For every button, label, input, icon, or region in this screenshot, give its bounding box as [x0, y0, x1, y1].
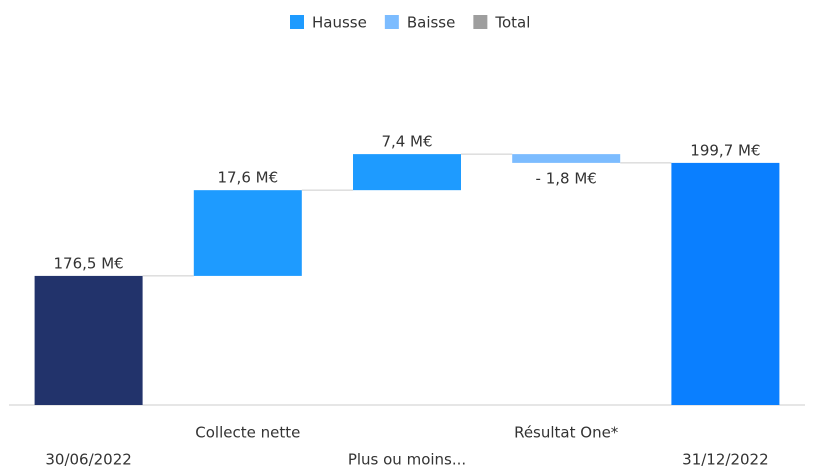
x-tick-label: 30/06/2022: [45, 451, 131, 468]
value-label: - 1,8 M€: [536, 169, 597, 187]
legend-label: Hausse: [312, 14, 367, 32]
bar: [671, 162, 780, 405]
x-tick-label: Plus ou moins...: [348, 451, 466, 468]
value-label: 7,4 M€: [381, 133, 432, 151]
value-label: 199,7 M€: [690, 141, 760, 159]
bar: [512, 154, 621, 163]
bar: [353, 154, 461, 191]
x-tick-label: 31/12/2022: [682, 451, 768, 468]
legend-swatch: [290, 15, 304, 29]
legend-swatch: [473, 15, 488, 29]
bar: [34, 275, 143, 405]
bar: [193, 190, 302, 276]
value-label: 17,6 M€: [217, 169, 278, 187]
x-tick-label: Résultat One*: [514, 424, 619, 442]
x-tick-label: Collecte nette: [195, 424, 300, 442]
legend-swatch: [384, 15, 399, 29]
legend-label: Baisse: [407, 14, 456, 32]
value-label: 176,5 M€: [53, 254, 123, 272]
legend-label: Total: [494, 14, 530, 32]
